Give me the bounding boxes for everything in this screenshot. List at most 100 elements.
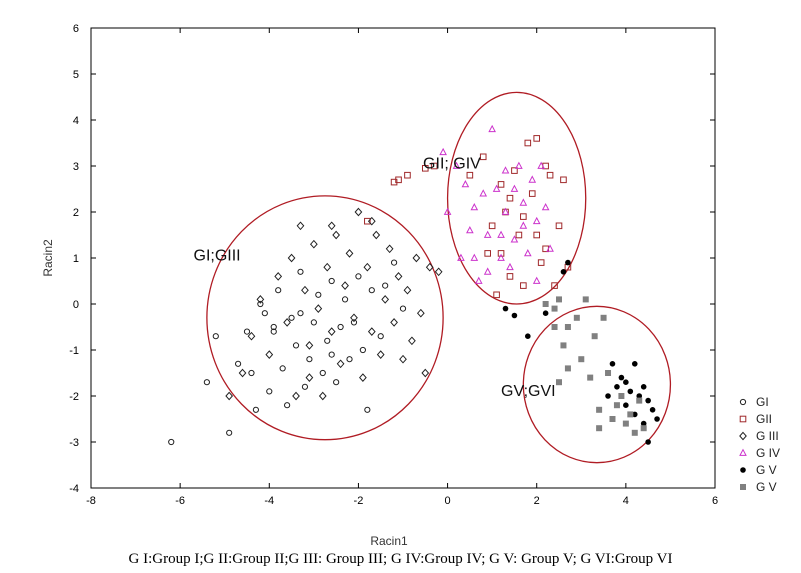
data-point — [354, 207, 363, 217]
data-point — [461, 180, 470, 188]
y-axis-label: Racin2 — [41, 239, 55, 277]
data-point — [434, 267, 443, 277]
data-point — [528, 190, 536, 197]
data-point — [332, 230, 341, 240]
cluster-ellipse — [522, 305, 672, 464]
data-point — [346, 356, 353, 363]
data-point — [479, 153, 487, 161]
data-point — [474, 276, 483, 284]
legend-marker — [739, 415, 747, 423]
data-point — [591, 333, 598, 340]
data-point — [640, 420, 647, 427]
data-point — [399, 354, 407, 364]
y-tick-label: 2 — [73, 207, 79, 219]
data-point — [309, 239, 318, 249]
y-tick-label: 6 — [73, 23, 79, 35]
axis-ticks: -8 -6 -4 -2 0 2 4 6 -4 -3 -2 -1 0 1 2 3 4 5 6 — [69, 23, 718, 507]
data-point — [506, 262, 514, 271]
x-tick-label: -2 — [354, 495, 364, 507]
data-point — [631, 429, 638, 436]
data-point — [493, 291, 500, 299]
data-point — [168, 438, 175, 446]
data-point — [421, 368, 430, 378]
legend: GI GII G III G IV G V G V — [739, 395, 780, 494]
data-point — [614, 384, 620, 390]
data-point — [587, 374, 594, 381]
data-point — [492, 184, 501, 192]
data-point — [275, 287, 282, 294]
data-point — [341, 281, 349, 290]
data-point — [341, 296, 349, 303]
data-point — [479, 189, 488, 197]
data-point — [466, 171, 474, 179]
data-point — [551, 324, 558, 330]
data-point — [551, 282, 558, 289]
data-point — [542, 310, 549, 317]
data-point — [270, 328, 277, 335]
legend-label: G V — [756, 463, 777, 477]
legend-label: GII — [756, 412, 772, 426]
data-point — [560, 269, 567, 275]
data-point — [327, 221, 336, 231]
data-point — [310, 319, 317, 326]
data-point — [403, 285, 412, 295]
x-tick-label: 2 — [534, 495, 540, 507]
data-point — [640, 425, 647, 432]
data-point — [519, 198, 528, 206]
legend-label: G IV — [756, 446, 780, 460]
data-point — [627, 388, 634, 395]
cluster-label: GII; GIV — [423, 155, 481, 172]
data-point — [636, 393, 643, 399]
data-point — [573, 314, 580, 321]
data-point — [483, 267, 492, 275]
legend-marker — [739, 398, 747, 406]
data-point — [257, 300, 264, 308]
data-point — [533, 231, 541, 239]
data-point — [649, 407, 656, 413]
data-point — [323, 262, 332, 272]
data-point — [252, 406, 260, 413]
data-point — [578, 356, 585, 363]
legend-marker — [740, 467, 746, 473]
data-point — [631, 361, 638, 367]
data-point — [443, 207, 452, 215]
data-point — [582, 296, 589, 303]
data-point — [546, 171, 554, 179]
data-point — [533, 135, 541, 142]
cluster-labels: GI;GIII GII; GIV GV;GVI — [194, 155, 556, 400]
data-point — [497, 181, 505, 188]
data-point — [515, 231, 523, 239]
data-point — [636, 397, 643, 404]
data-point — [605, 370, 612, 376]
y-tick-label: 5 — [73, 69, 79, 81]
data-point — [324, 337, 331, 344]
data-point — [248, 369, 255, 377]
data-point — [377, 333, 384, 340]
data-point — [555, 222, 563, 230]
data-point — [600, 314, 607, 321]
data-point — [337, 323, 344, 331]
data-point — [609, 361, 616, 367]
data-point — [284, 402, 291, 409]
data-point — [623, 379, 629, 386]
data-point — [532, 216, 541, 225]
data-point — [390, 259, 398, 266]
data-point — [501, 166, 510, 174]
data-point — [234, 360, 242, 367]
data-point — [292, 391, 300, 401]
data-point — [457, 253, 465, 261]
y-tick-label: -4 — [69, 483, 79, 495]
data-point — [359, 373, 367, 382]
data-point — [345, 249, 354, 258]
data-point — [532, 276, 541, 284]
data-point — [399, 305, 407, 312]
data-point — [551, 305, 558, 312]
data-point — [225, 391, 234, 401]
data-point — [525, 333, 531, 340]
data-point — [497, 250, 505, 257]
x-tick-label: 6 — [712, 495, 718, 507]
data-point — [488, 222, 496, 230]
data-point — [520, 213, 527, 220]
y-tick-label: 0 — [73, 299, 79, 311]
data-point — [488, 124, 496, 133]
